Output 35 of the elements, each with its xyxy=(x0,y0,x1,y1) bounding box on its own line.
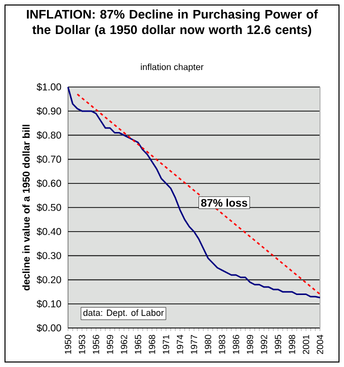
x-tick-label: 1974 xyxy=(176,334,184,354)
x-tick-label: 1998 xyxy=(288,334,296,354)
x-tick-label: 1962 xyxy=(120,334,128,354)
y-tick-label: $0.00 xyxy=(36,324,62,332)
y-tick-label: $0.70 xyxy=(36,155,62,164)
x-tick-label: 2004 xyxy=(316,334,324,354)
chart-subtitle: inflation chapter xyxy=(140,64,204,72)
x-tick-label: 1971 xyxy=(162,334,170,354)
y-tick-label: $0.50 xyxy=(36,203,62,212)
y-tick-label: $0.60 xyxy=(36,179,62,188)
chart-title: INFLATION: 87% Decline in Purchasing Power of the Dollar (a 1950 dollar now worth 12.6 cents) xyxy=(26,10,318,37)
x-tick-label: 2001 xyxy=(302,334,310,354)
annotation: data: Dept. of Labor xyxy=(83,309,164,318)
x-tick-label: 1986 xyxy=(232,334,240,354)
x-tick-label: 1956 xyxy=(92,334,100,354)
x-tick-label: 1977 xyxy=(190,334,198,354)
y-tick-label: $0.80 xyxy=(36,131,62,140)
y-tick-label: $0.10 xyxy=(36,300,62,308)
x-tick-label: 1992 xyxy=(260,334,268,354)
y-axis-title: decline in value of a 1950 dollar bill xyxy=(22,124,30,290)
x-tick-label: 1983 xyxy=(218,334,226,354)
y-tick-label: $0.20 xyxy=(36,276,62,284)
y-tick-label: $0.90 xyxy=(36,107,62,116)
x-tick-label: 1995 xyxy=(274,334,282,354)
x-tick-label: 1968 xyxy=(148,334,156,354)
x-tick-label: 1950 xyxy=(64,334,72,354)
x-tick-label: 1980 xyxy=(204,334,212,354)
y-tick-label: $0.30 xyxy=(36,252,62,260)
x-tick-label: 1989 xyxy=(246,334,254,354)
x-tick-label: 1959 xyxy=(106,334,114,354)
x-tick-label: 1953 xyxy=(78,334,86,354)
y-tick-label: $1.00 xyxy=(36,82,62,92)
x-tick-label: 1965 xyxy=(134,334,142,354)
y-tick-label: $0.40 xyxy=(36,228,62,236)
annotation: 87% loss xyxy=(201,198,248,207)
